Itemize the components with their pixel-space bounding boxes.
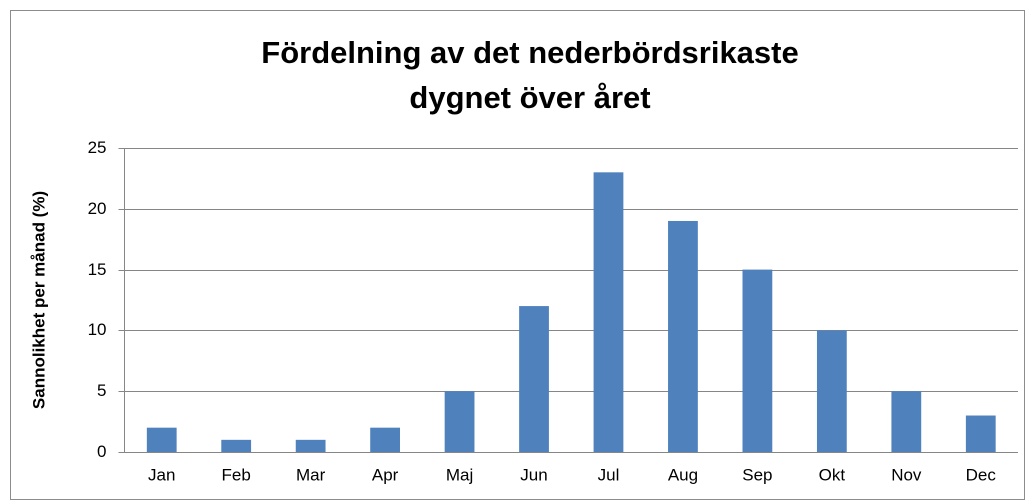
- y-tick-label: 15: [88, 260, 107, 279]
- bar: [668, 220, 698, 452]
- x-tick-label: Aug: [668, 465, 698, 484]
- bar: [444, 391, 475, 452]
- x-tick-label: Nov: [891, 465, 922, 484]
- x-tick-label: Sep: [742, 465, 772, 484]
- x-tick-label: Apr: [372, 465, 399, 484]
- bar: [816, 330, 847, 452]
- bar: [221, 439, 252, 452]
- chart-border: [10, 10, 1025, 500]
- x-tick-label: Okt: [819, 465, 846, 484]
- y-tick-label: 5: [97, 381, 106, 400]
- y-tick-label: 20: [88, 199, 107, 218]
- bar: [742, 269, 773, 452]
- chart-title: dygnet över året: [409, 80, 650, 115]
- y-axis-label: Sannolikhet per månad (%): [29, 191, 48, 409]
- bar: [519, 306, 549, 452]
- x-tick-label: Feb: [222, 465, 251, 484]
- bar: [891, 391, 922, 452]
- bar: [146, 427, 177, 452]
- bar: [295, 439, 326, 452]
- x-tick-label: Maj: [446, 465, 473, 484]
- y-tick-label: 25: [88, 138, 107, 157]
- bar: [965, 415, 996, 452]
- bar: [593, 172, 624, 452]
- x-tick-label: Jul: [598, 465, 620, 484]
- x-tick-label: Dec: [966, 465, 997, 484]
- x-tick-label: Jun: [520, 465, 547, 484]
- x-tick-label: Mar: [296, 465, 326, 484]
- bar: [370, 427, 400, 452]
- x-tick-label: Jan: [148, 465, 175, 484]
- y-tick-label: 10: [88, 320, 107, 339]
- y-tick-label: 0: [97, 442, 106, 461]
- chart-title: Fördelning av det nederbördsrikaste: [261, 35, 798, 70]
